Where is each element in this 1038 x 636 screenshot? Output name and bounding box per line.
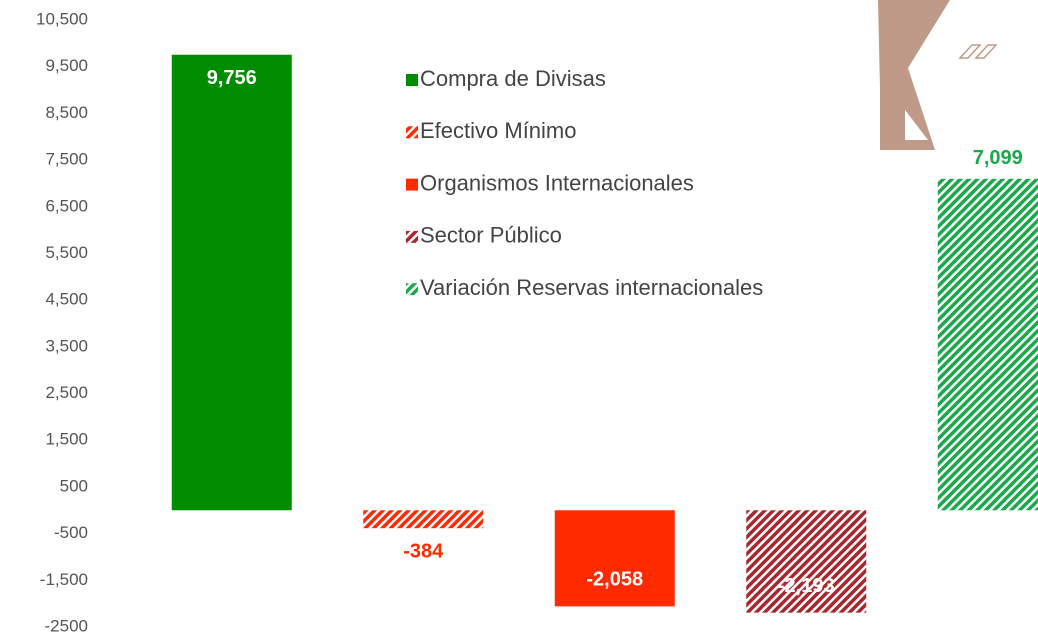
legend-swatch <box>406 74 418 86</box>
y-tick-label: 3,500 <box>45 336 88 355</box>
bar <box>171 54 292 511</box>
logo-k <box>878 0 950 150</box>
legend-label: Efectivo Mínimo <box>420 118 577 143</box>
bar <box>746 510 867 613</box>
y-tick-label: 500 <box>60 476 88 495</box>
y-tick-label: 9,500 <box>45 56 88 75</box>
logo-cut <box>905 110 928 140</box>
data-label: 9,756 <box>207 67 257 89</box>
legend-label: Organismos Internacionales <box>420 170 694 195</box>
data-label: -2,058 <box>586 569 643 591</box>
legend-label: Variación Reservas internacionales <box>420 275 763 300</box>
legend-swatch <box>406 178 418 191</box>
legend-label: Sector Público <box>420 223 562 248</box>
data-label: -384 <box>403 540 444 562</box>
y-tick-label: 7,500 <box>45 150 88 169</box>
legend-swatch <box>406 126 418 139</box>
y-tick-label: -2500 <box>45 616 88 635</box>
data-label: 7,099 <box>973 147 1023 169</box>
y-tick-label: -1,500 <box>40 570 88 589</box>
legend-swatch <box>406 230 418 243</box>
logo-mark <box>974 44 998 59</box>
bar <box>363 510 484 529</box>
data-label: -2,193 <box>778 575 835 597</box>
y-tick-label: 1,500 <box>45 430 88 449</box>
y-tick-label: 5,500 <box>45 243 88 262</box>
y-tick-label: 8,500 <box>45 103 88 122</box>
logo <box>878 0 998 150</box>
y-tick-label: 6,500 <box>45 196 88 215</box>
y-tick-label: -500 <box>54 523 88 542</box>
legend-swatch <box>406 283 418 296</box>
y-tick-label: 4,500 <box>45 290 88 309</box>
bar <box>937 178 1038 511</box>
legend-label: Compra de Divisas <box>420 66 606 91</box>
y-tick-label: 2,500 <box>45 383 88 402</box>
y-tick-label: 10,500 <box>36 9 88 28</box>
logo-mark <box>958 44 982 59</box>
bar <box>554 510 675 607</box>
